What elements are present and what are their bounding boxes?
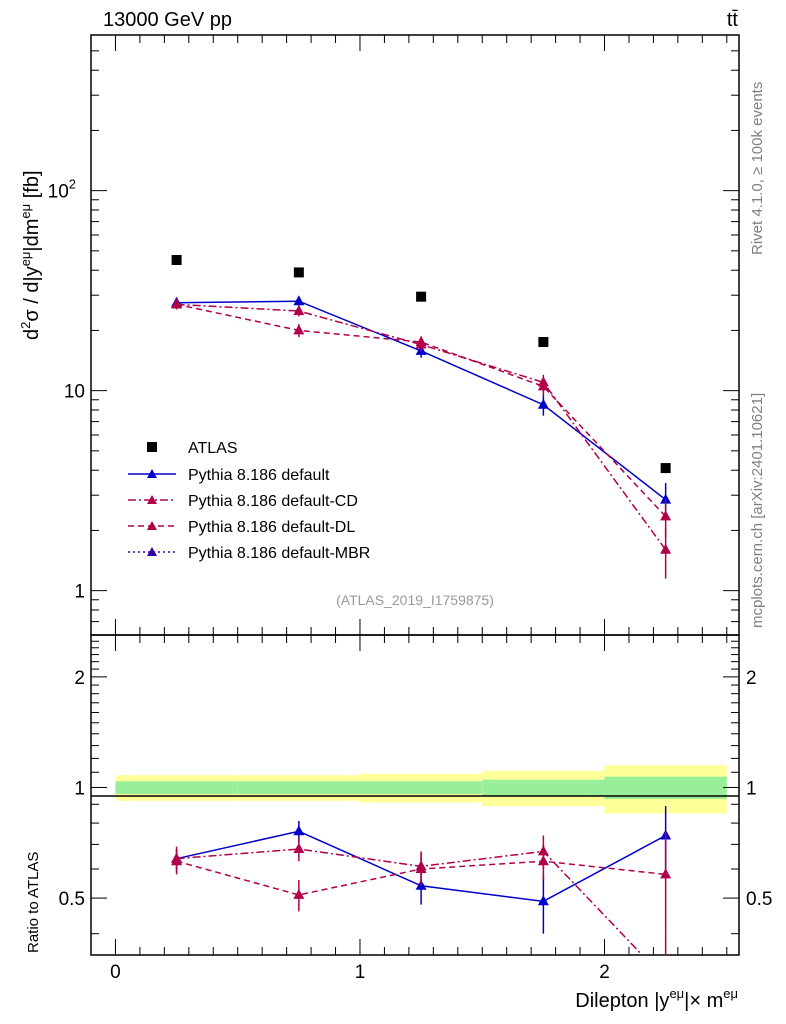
legend-marker-mbr bbox=[147, 547, 157, 556]
legend-marker-default bbox=[147, 469, 157, 478]
ratio-ytick-label-right: 0.5 bbox=[746, 889, 772, 910]
band-inner-2 bbox=[359, 781, 483, 794]
x-axis-label: Dilepton |yeμ|× meμ bbox=[575, 986, 738, 1012]
ratio-point-series-2 bbox=[415, 862, 427, 873]
main-line-series-1 bbox=[176, 303, 667, 551]
atlas-point bbox=[293, 267, 304, 278]
legend-label-dl: Pythia 8.186 default-DL bbox=[188, 519, 355, 536]
ratio-ytick-label-left: 2 bbox=[74, 668, 85, 689]
ratio-ytick-label-left: 1 bbox=[74, 778, 85, 799]
main-point-series-0 bbox=[537, 398, 549, 409]
ratio-uncertainty-band bbox=[115, 765, 727, 814]
main-point-series-2 bbox=[537, 380, 549, 391]
atlas-point bbox=[538, 337, 549, 348]
legend-label-mbr: Pythia 8.186 default-MBR bbox=[188, 545, 370, 562]
ratio-point-series-2 bbox=[171, 855, 183, 866]
x-ticks: 0 1 2 bbox=[110, 35, 728, 983]
atlas-point bbox=[416, 291, 427, 302]
ratio-point-series-0 bbox=[293, 825, 305, 836]
main-point-series-0 bbox=[660, 493, 672, 504]
legend-label-default: Pythia 8.186 default bbox=[188, 467, 330, 484]
ratio-point-series-2 bbox=[537, 855, 549, 866]
ratio-ytick-label-right: 2 bbox=[746, 668, 757, 689]
x-tick-label: 1 bbox=[355, 962, 366, 983]
ratio-panel-frame bbox=[90, 634, 740, 956]
main-point-series-2 bbox=[293, 324, 305, 335]
x-tick-label: 0 bbox=[110, 962, 121, 983]
main-point-series-2 bbox=[171, 298, 183, 309]
band-inner-4 bbox=[604, 776, 727, 800]
band-inner-0 bbox=[115, 781, 238, 794]
main-ytick-label: 1 bbox=[74, 582, 85, 603]
ratio-y-axis-label: Ratio to ATLAS bbox=[25, 852, 42, 953]
legend-marker-cd bbox=[147, 495, 157, 504]
main-line-series-2 bbox=[176, 303, 667, 517]
main-y-ticks: 1 10 102 bbox=[48, 34, 739, 636]
ratio-point-series-2 bbox=[293, 888, 305, 899]
ratio-series-group bbox=[171, 806, 672, 955]
legend-marker-atlas bbox=[147, 442, 157, 452]
main-ytick-label: 102 bbox=[48, 177, 76, 203]
ratio-point-series-1 bbox=[293, 843, 305, 854]
main-point-series-2 bbox=[660, 510, 672, 521]
band-inner-1 bbox=[237, 781, 360, 794]
legend-label-cd: Pythia 8.186 default-CD bbox=[188, 493, 358, 510]
band-inner-3 bbox=[482, 779, 605, 796]
header-process-label: tt̄ bbox=[727, 9, 739, 31]
main-point-series-2 bbox=[415, 336, 427, 347]
ratio-point-series-2 bbox=[660, 868, 672, 879]
x-tick-label: 2 bbox=[599, 962, 610, 983]
ratio-y-ticks: 0.5 0.5 1 1 2 2 bbox=[59, 640, 772, 935]
rivet-version-label: Rivet 4.1.0, ≥ 100k events bbox=[749, 82, 766, 255]
atlas-point bbox=[660, 463, 671, 474]
ratio-ytick-label-right: 1 bbox=[746, 778, 757, 799]
main-series-group bbox=[171, 254, 672, 579]
ratio-point-series-0 bbox=[537, 895, 549, 906]
analysis-id-label: (ATLAS_2019_I1759875) bbox=[336, 592, 494, 608]
header-energy-label: 13000 GeV pp bbox=[103, 9, 232, 31]
mcplots-label: mcplots.cern.ch [arXiv:2401.10621] bbox=[749, 393, 766, 628]
atlas-point bbox=[171, 254, 182, 265]
ratio-clipped-group bbox=[171, 806, 672, 955]
main-point-series-1 bbox=[660, 543, 672, 554]
legend-marker-dl bbox=[147, 521, 157, 530]
main-point-series-1 bbox=[293, 305, 305, 316]
ratio-ytick-label-left: 0.5 bbox=[59, 889, 85, 910]
main-ytick-label: 10 bbox=[64, 382, 85, 403]
legend-label-atlas: ATLAS bbox=[188, 440, 238, 457]
main-point-series-0 bbox=[293, 295, 305, 306]
legend: ATLAS Pythia 8.186 default Pythia 8.186 … bbox=[128, 440, 370, 562]
main-y-axis-label: d2σ / d|yeμ|dmeμ [fb] bbox=[18, 170, 43, 340]
